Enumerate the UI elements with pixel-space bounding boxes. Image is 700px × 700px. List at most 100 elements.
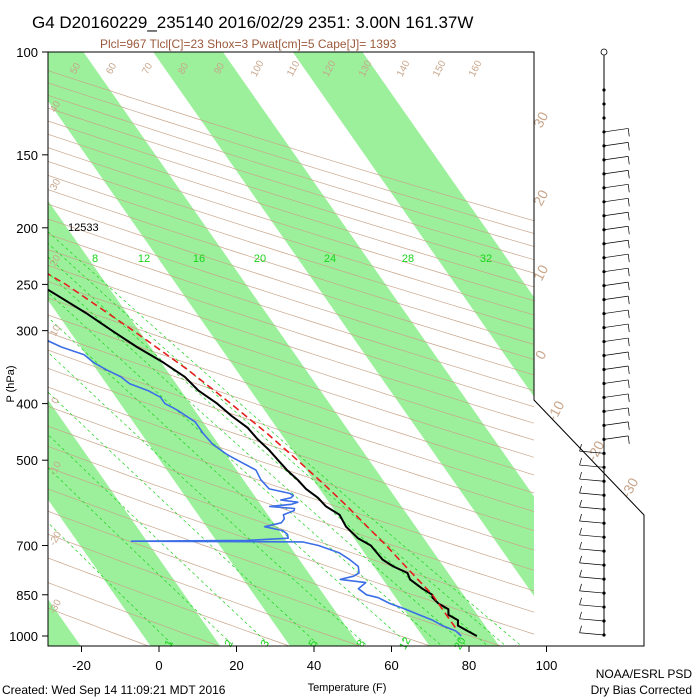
wind-barb-feather (579, 597, 582, 605)
theta-label: 90 (212, 61, 227, 76)
y-tick-label: 500 (16, 453, 38, 468)
dry-adiabat-line (48, 405, 534, 571)
theta-label: 50 (68, 61, 83, 76)
y-tick-label: 700 (16, 539, 38, 554)
mixing-ratio-label: 5 (307, 638, 320, 649)
dry-adiabat-line (48, 557, 291, 646)
wind-barb-staff (579, 506, 605, 510)
wind-barb-feather (627, 128, 630, 137)
wind-barb-feather (627, 379, 630, 389)
dry-adiabat-line (48, 160, 534, 316)
dry-adiabat-line (48, 446, 534, 613)
wind-barb-feather (627, 212, 630, 221)
wind-barb-staff (603, 253, 629, 259)
wind-barb-feather (627, 337, 630, 347)
profile-lines (48, 273, 478, 637)
wind-barb-feather (579, 583, 582, 591)
wind-barb-staff (579, 464, 605, 468)
wind-barb-feather (627, 268, 630, 277)
mixing-ratio-label: 16 (193, 253, 205, 265)
mixing-ratio-line (48, 272, 468, 646)
dry-adiabat-line (48, 533, 362, 646)
created-label: Created: Wed Sep 14 11:09:21 MDT 2016 (2, 683, 226, 697)
wind-barb-staff (579, 534, 605, 538)
wind-barb-feather (627, 310, 630, 319)
mixing-ratio-label: 28 (402, 253, 414, 265)
wind-barb-staff (603, 295, 629, 300)
chart-title: G4 D20160229_235140 2016/02/29 2351: 3.0… (32, 13, 473, 32)
dry-adiabat-line (48, 488, 503, 646)
theta-label: 10 (48, 323, 63, 338)
wind-barb-feather (627, 156, 630, 165)
dry-adiabat-line (48, 349, 534, 512)
wind-barb-staff (579, 478, 605, 482)
theta-label: 0 (50, 395, 63, 405)
wind-barb-feather (579, 569, 582, 577)
wind-barb-staff (603, 211, 629, 217)
y-tick-label: 400 (16, 397, 38, 412)
wind-barb-staff (603, 351, 629, 356)
wind-barb-staff (603, 337, 629, 342)
temperature-band (48, 399, 221, 646)
mixing-ratio-label: 20 (254, 253, 266, 265)
wind-barb-feather (579, 527, 582, 536)
theta-label: 30 (48, 177, 63, 192)
wind-barb-feather (627, 365, 630, 375)
wind-barb-feather (579, 611, 582, 619)
x-tick-label: 40 (307, 658, 321, 673)
temperature-band (292, 52, 534, 397)
mixing-ratio-line (48, 316, 411, 646)
mixing-ratio-label: 20 (452, 635, 468, 651)
mixing-ratio-label: 8 (92, 253, 98, 265)
wind-barb-feather (627, 393, 630, 402)
wind-barb-feather (627, 435, 630, 444)
theta-label: 60 (104, 61, 119, 76)
mixing-ratio-label: 2 (223, 638, 236, 649)
wind-barb-station (602, 88, 606, 92)
wind-barb-feather (627, 282, 630, 291)
y-tick-label: 150 (16, 148, 38, 163)
wind-barb-station (602, 521, 606, 525)
chart-subtitle: Plcl=967 Tlcl[C]=23 Shox=3 Pwat[cm]=5 Ca… (100, 37, 397, 51)
theta-label: 70 (140, 61, 155, 76)
parcel-path-line (48, 273, 456, 628)
dry-adiabat-line (48, 147, 534, 302)
mixing-ratio-line (48, 242, 507, 646)
wind-barb-station (602, 535, 606, 539)
y-tick-label: 300 (16, 324, 38, 339)
temperature-band-label: -30 (618, 475, 642, 501)
mixing-ratio-line (48, 434, 272, 646)
calm-wind-marker (600, 48, 608, 56)
wind-barb-feather (627, 254, 630, 263)
wind-barb-staff (603, 323, 629, 328)
x-tick-label: 20 (229, 658, 243, 673)
wind-barb-feather (579, 555, 582, 564)
dry-adiabat-line (48, 368, 534, 531)
wind-barb-feather (627, 226, 630, 235)
wind-barb-staff (603, 128, 629, 133)
wind-barb-staff (579, 562, 605, 566)
mixing-ratio-label: 12 (397, 635, 413, 651)
dry-adiabat-line (48, 264, 534, 424)
theta-label: 20 (48, 253, 63, 268)
mixing-ratio-line (48, 291, 443, 646)
height-label: 12533 (68, 222, 99, 234)
y-tick-label: 100 (16, 45, 38, 60)
dry-adiabat-line (48, 189, 534, 345)
credit-line-1: NOAA/ESRL PSD (596, 667, 693, 681)
dry-adiabat-line (48, 510, 432, 646)
y-tick-label: 250 (16, 277, 38, 292)
dry-adiabat-line (48, 281, 534, 441)
mixing-ratio-label: 24 (324, 253, 336, 265)
wind-barb-station (602, 549, 606, 553)
mixing-ratio-label: 32 (480, 253, 492, 265)
wind-barb-feather (627, 142, 630, 151)
temperature-band-label: 30 (530, 109, 552, 130)
wind-barb-station (602, 102, 606, 106)
wind-barb-feather (627, 407, 630, 416)
mixing-ratio-line (48, 467, 235, 646)
x-tick-label: 0 (155, 658, 162, 673)
temperature-band-label: 10 (530, 262, 552, 283)
wind-barb-staff (603, 365, 629, 370)
